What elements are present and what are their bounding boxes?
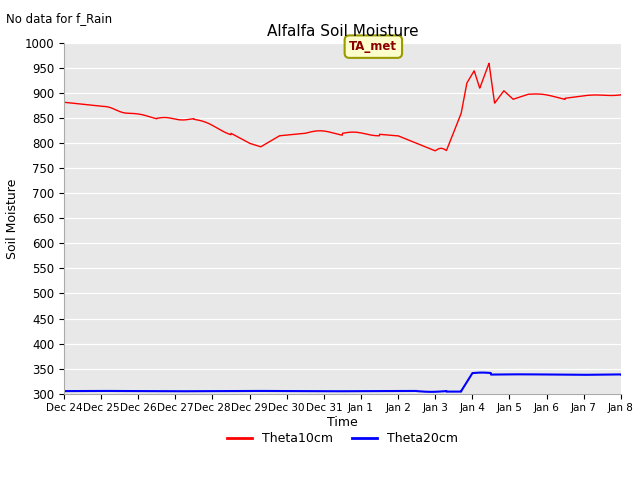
Line: Theta10cm: Theta10cm <box>64 63 621 151</box>
Theta10cm <box>485 60 493 66</box>
Theta10cm <box>60 99 68 105</box>
Legend: Theta10cm, Theta20cm: Theta10cm, Theta20cm <box>222 427 463 450</box>
Theta10cm <box>617 92 625 97</box>
X-axis label: Time: Time <box>327 416 358 429</box>
Theta20cm <box>124 388 131 394</box>
Text: No data for f_Rain: No data for f_Rain <box>6 12 113 25</box>
Theta10cm <box>298 131 305 137</box>
Text: TA_met: TA_met <box>349 40 397 53</box>
Theta20cm <box>60 388 68 394</box>
Theta20cm <box>274 388 282 394</box>
Line: Theta20cm: Theta20cm <box>64 372 621 392</box>
Theta20cm <box>617 372 625 377</box>
Theta10cm <box>431 148 439 154</box>
Theta20cm <box>478 370 486 375</box>
Theta10cm <box>547 93 554 98</box>
Theta20cm <box>606 372 614 377</box>
Theta10cm <box>274 134 282 140</box>
Theta10cm <box>124 110 131 116</box>
Title: Alfalfa Soil Moisture: Alfalfa Soil Moisture <box>267 24 418 39</box>
Theta20cm <box>298 388 305 394</box>
Theta20cm <box>547 372 554 377</box>
Theta10cm <box>606 93 614 98</box>
Theta20cm <box>428 389 435 395</box>
Y-axis label: Soil Moisture: Soil Moisture <box>6 178 19 259</box>
Theta10cm <box>157 115 164 120</box>
Theta20cm <box>157 388 164 394</box>
